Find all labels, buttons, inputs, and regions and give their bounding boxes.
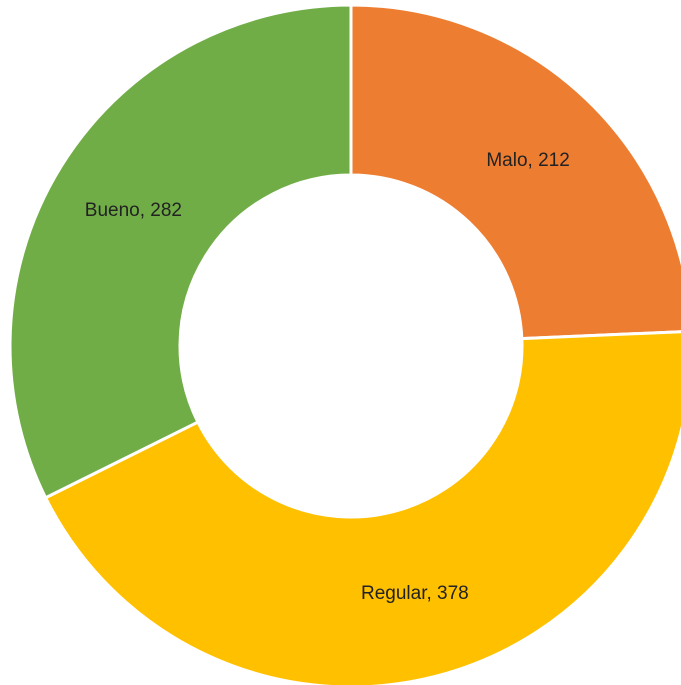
- donut-slice: [8, 3, 353, 500]
- data-label: Bueno, 282: [85, 200, 182, 221]
- data-label: Malo, 212: [486, 150, 569, 171]
- donut-slice: [349, 3, 681, 341]
- donut-slice: [43, 330, 681, 685]
- data-label: Regular, 378: [361, 583, 469, 604]
